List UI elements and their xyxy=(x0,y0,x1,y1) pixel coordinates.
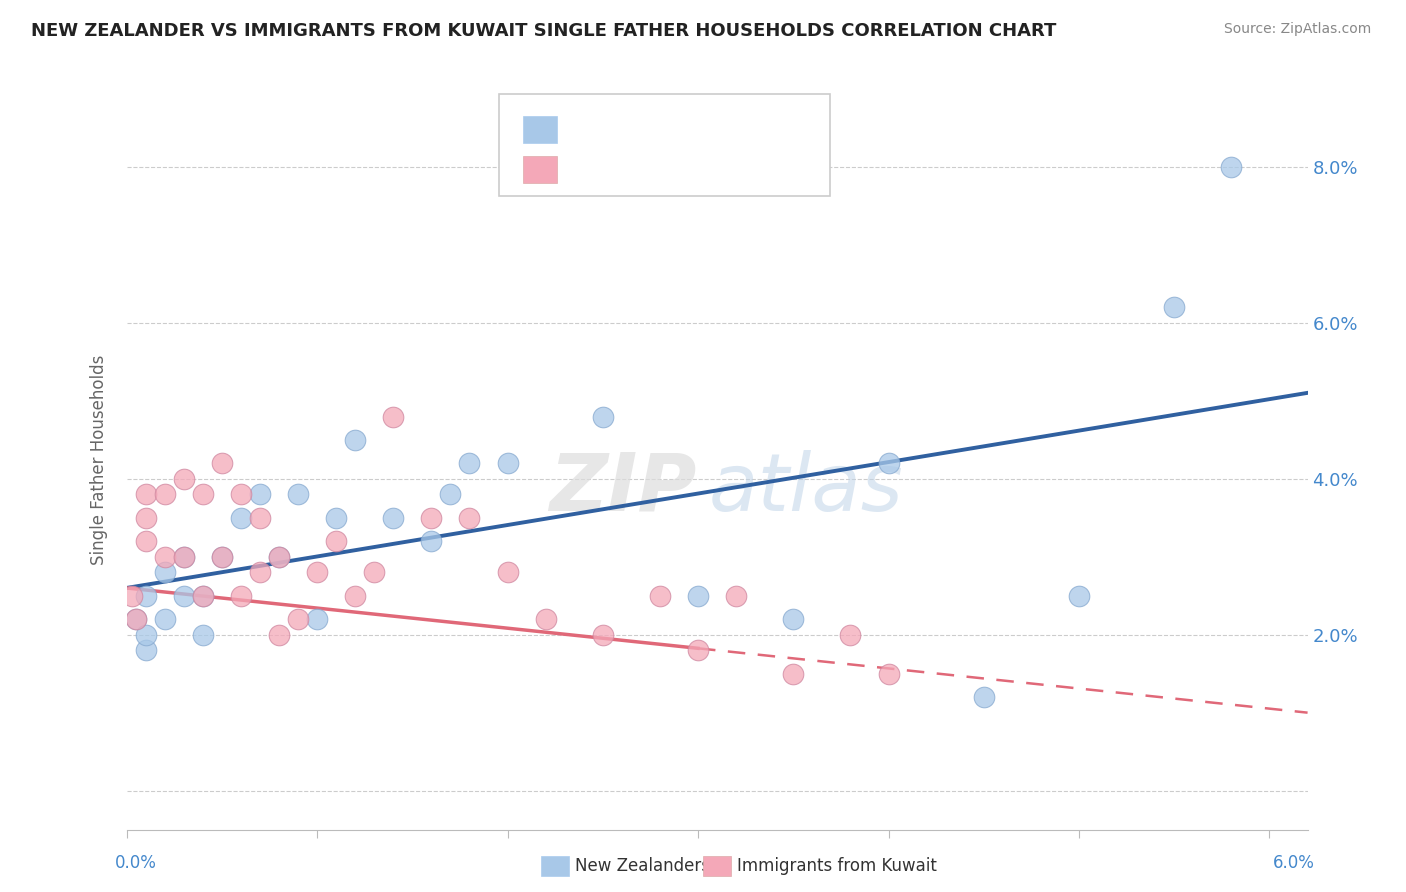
Point xyxy=(211,456,233,470)
Point xyxy=(191,487,214,501)
Point xyxy=(125,612,148,626)
Point xyxy=(1067,589,1090,603)
Y-axis label: Single Father Households: Single Father Households xyxy=(90,354,108,565)
Point xyxy=(211,549,233,564)
Point xyxy=(382,511,405,525)
Point xyxy=(173,549,195,564)
Point xyxy=(420,534,443,549)
Point xyxy=(249,511,271,525)
Point xyxy=(344,589,367,603)
Point xyxy=(592,628,614,642)
Point xyxy=(135,511,157,525)
Point xyxy=(458,511,481,525)
Text: Immigrants from Kuwait: Immigrants from Kuwait xyxy=(737,857,936,875)
Point xyxy=(135,589,157,603)
Point xyxy=(191,589,214,603)
Point xyxy=(249,566,271,580)
Point xyxy=(877,666,900,681)
Point xyxy=(125,612,148,626)
Point xyxy=(782,666,804,681)
Point xyxy=(363,566,385,580)
Point xyxy=(211,549,233,564)
Text: 0.522: 0.522 xyxy=(616,120,668,138)
Point xyxy=(420,511,443,525)
Text: R =: R = xyxy=(571,120,610,138)
Text: ZIP: ZIP xyxy=(548,450,696,528)
Point xyxy=(135,487,157,501)
Point xyxy=(229,589,252,603)
Text: Source: ZipAtlas.com: Source: ZipAtlas.com xyxy=(1223,22,1371,37)
Point xyxy=(877,456,900,470)
Point xyxy=(173,589,195,603)
Point xyxy=(1163,301,1185,315)
Point xyxy=(648,589,671,603)
Point xyxy=(135,628,157,642)
Point xyxy=(153,487,176,501)
Point xyxy=(173,549,195,564)
Text: NEW ZEALANDER VS IMMIGRANTS FROM KUWAIT SINGLE FATHER HOUSEHOLDS CORRELATION CHA: NEW ZEALANDER VS IMMIGRANTS FROM KUWAIT … xyxy=(31,22,1056,40)
Point xyxy=(229,511,252,525)
Point xyxy=(686,643,709,657)
Text: R =: R = xyxy=(571,161,610,178)
Point xyxy=(305,612,328,626)
Point xyxy=(782,612,804,626)
Point xyxy=(267,549,290,564)
Point xyxy=(496,566,519,580)
Point xyxy=(592,409,614,424)
Point xyxy=(305,566,328,580)
Point xyxy=(153,566,176,580)
Point xyxy=(973,690,995,704)
Point xyxy=(249,487,271,501)
Point xyxy=(191,589,214,603)
Text: 6.0%: 6.0% xyxy=(1272,855,1315,872)
Point xyxy=(686,589,709,603)
Point xyxy=(839,628,862,642)
Point xyxy=(382,409,405,424)
Point xyxy=(135,534,157,549)
Point xyxy=(287,487,309,501)
Point xyxy=(287,612,309,626)
Point xyxy=(135,643,157,657)
Point xyxy=(534,612,557,626)
Point xyxy=(725,589,748,603)
Point xyxy=(267,549,290,564)
Point xyxy=(173,472,195,486)
Point xyxy=(121,589,143,603)
Point xyxy=(439,487,461,501)
Point xyxy=(1220,160,1243,174)
Point xyxy=(191,628,214,642)
Point xyxy=(325,534,347,549)
Text: 0.0%: 0.0% xyxy=(115,855,157,872)
Point xyxy=(267,628,290,642)
Text: N = 36: N = 36 xyxy=(690,161,754,178)
Point xyxy=(153,549,176,564)
Text: -0.096: -0.096 xyxy=(610,161,668,178)
Point xyxy=(496,456,519,470)
Text: N = 31: N = 31 xyxy=(690,120,754,138)
Point xyxy=(229,487,252,501)
Text: atlas: atlas xyxy=(709,450,903,528)
Text: New Zealanders: New Zealanders xyxy=(575,857,710,875)
Point xyxy=(344,433,367,447)
Point xyxy=(325,511,347,525)
Point xyxy=(458,456,481,470)
Point xyxy=(153,612,176,626)
